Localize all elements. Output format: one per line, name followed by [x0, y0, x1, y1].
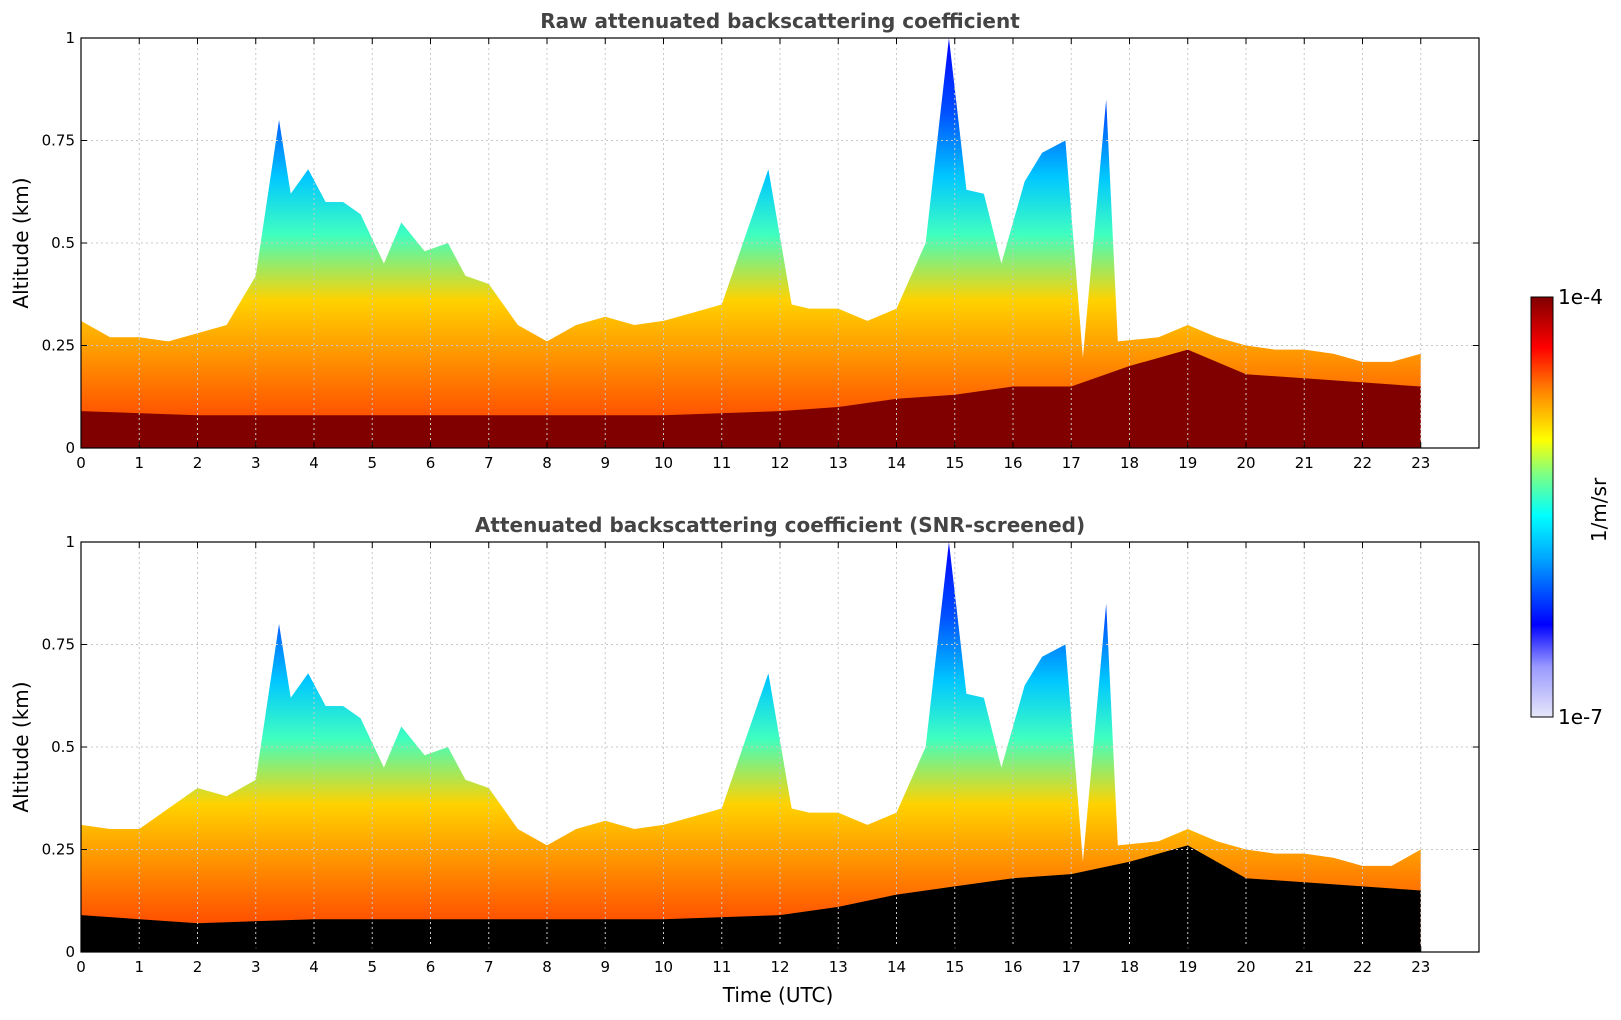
raw-x-tick-label: 0: [76, 454, 86, 472]
screened-y-tick-label: 0.75: [42, 636, 75, 654]
screened-x-tick-label: 19: [1178, 958, 1197, 976]
screened-x-tick-label: 6: [426, 958, 436, 976]
raw-x-tick-label: 18: [1120, 454, 1139, 472]
screened-x-tick-label: 9: [600, 958, 610, 976]
colorbar-max-label: 1e-4: [1558, 285, 1603, 309]
screened-y-ticks: 0 0.25 0.5 0.75 1: [42, 533, 1479, 961]
screened-panel-title: Attenuated backscattering coefficient (S…: [475, 513, 1085, 537]
screened-x-tick-label: 18: [1120, 958, 1139, 976]
screened-x-tick-label: 23: [1411, 958, 1430, 976]
screened-x-tick-label: 1: [134, 958, 144, 976]
screened-y-tick-label: 0.5: [51, 738, 75, 756]
screened-x-tick-label: 4: [309, 958, 319, 976]
colorbar-unit-label: 1/m/sr: [1587, 477, 1611, 542]
raw-x-tick-label: 2: [193, 454, 203, 472]
screened-x-tick-label: 21: [1295, 958, 1314, 976]
screened-x-tick-label: 3: [251, 958, 261, 976]
screened-x-tick-label: 10: [654, 958, 673, 976]
screened-x-tick-label: 5: [367, 958, 377, 976]
raw-x-tick-label: 15: [945, 454, 964, 472]
screened-backscatter-layer: [81, 542, 1421, 952]
raw-x-tick-label: 4: [309, 454, 319, 472]
colorbar-gradient: [1530, 296, 1554, 718]
raw-x-tick-label: 11: [712, 454, 731, 472]
raw-x-tick-label: 7: [484, 454, 494, 472]
raw-x-tick-label: 22: [1353, 454, 1372, 472]
raw-y-axis-label: Altitude (km): [9, 177, 33, 308]
screened-panel: Attenuated backscattering coefficient (S…: [9, 513, 1480, 1007]
raw-y-tick-label: 0.25: [42, 337, 75, 355]
screened-x-tick-label: 2: [193, 958, 203, 976]
raw-x-tick-label: 16: [1003, 454, 1022, 472]
colorbar: 1e-4 1e-7 1/m/sr: [1530, 285, 1611, 729]
screened-x-tick-label: 13: [829, 958, 848, 976]
raw-saturated-layer: [81, 349, 1421, 448]
raw-x-tick-label: 21: [1295, 454, 1314, 472]
raw-panel-title: Raw attenuated backscattering coefficien…: [540, 9, 1020, 33]
screened-x-tick-label: 0: [76, 958, 86, 976]
screened-x-tick-label: 14: [887, 958, 906, 976]
screened-x-tick-label: 15: [945, 958, 964, 976]
raw-x-tick-label: 14: [887, 454, 906, 472]
time-axis-label: Time (UTC): [722, 983, 834, 1007]
screened-x-tick-label: 11: [712, 958, 731, 976]
raw-panel: Raw attenuated backscattering coefficien…: [9, 9, 1480, 472]
screened-x-tick-label: 16: [1003, 958, 1022, 976]
colorbar-min-label: 1e-7: [1558, 705, 1603, 729]
raw-y-tick-label: 0.5: [51, 234, 75, 252]
raw-heatmap: [81, 38, 1421, 448]
raw-y-tick-label: 0.75: [42, 132, 75, 150]
raw-x-tick-label: 3: [251, 454, 261, 472]
raw-x-tick-label: 17: [1062, 454, 1081, 472]
raw-x-tick-label: 9: [600, 454, 610, 472]
screened-x-ticks: 0 1 2 3 4 5 6 7 8 9 10 11 12 13 14 15 16 17 18 19 20 21 22 23: [76, 542, 1430, 976]
raw-x-tick-label: 5: [367, 454, 377, 472]
raw-y-tick-label: 0: [65, 439, 75, 457]
screened-x-tick-label: 12: [770, 958, 789, 976]
raw-x-tick-label: 12: [770, 454, 789, 472]
raw-x-ticks: 0 1 2 3 4 5 6 7 8 9 10 11 12 13 14 15 16 17 18 19 20 21 22 23: [76, 38, 1430, 472]
raw-x-tick-label: 1: [134, 454, 144, 472]
raw-x-tick-label: 6: [426, 454, 436, 472]
screened-x-tick-label: 20: [1236, 958, 1255, 976]
raw-x-tick-label: 23: [1411, 454, 1430, 472]
screened-y-tick-label: 0.25: [42, 841, 75, 859]
screened-x-tick-label: 17: [1062, 958, 1081, 976]
raw-x-tick-label: 8: [542, 454, 552, 472]
screened-heatmap: [81, 542, 1421, 952]
raw-x-tick-label: 20: [1236, 454, 1255, 472]
screened-y-axis-label: Altitude (km): [9, 681, 33, 812]
screened-x-tick-label: 22: [1353, 958, 1372, 976]
raw-y-tick-label: 1: [65, 29, 75, 47]
screened-x-tick-label: 8: [542, 958, 552, 976]
raw-backscatter-layer: [81, 38, 1421, 448]
raw-y-ticks: 0 0.25 0.5 0.75 1: [42, 29, 1479, 457]
screened-y-tick-label: 1: [65, 533, 75, 551]
screened-saturated-layer: [81, 845, 1421, 952]
screened-x-tick-label: 7: [484, 958, 494, 976]
raw-x-tick-label: 19: [1178, 454, 1197, 472]
raw-x-tick-label: 13: [829, 454, 848, 472]
screened-y-tick-label: 0: [65, 943, 75, 961]
raw-x-tick-label: 10: [654, 454, 673, 472]
